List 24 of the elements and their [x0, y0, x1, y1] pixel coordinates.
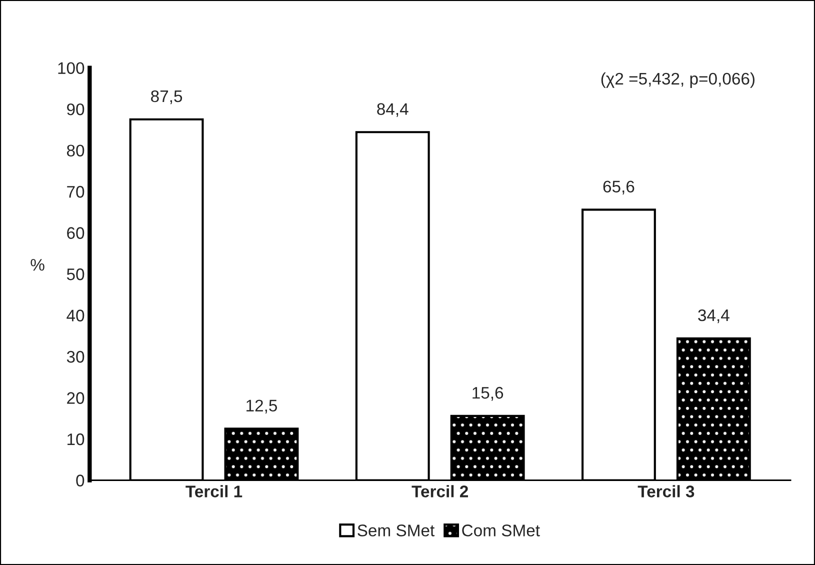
x-tick-label: Tercil 1 [186, 485, 242, 498]
data-label: 12,5 [246, 400, 278, 414]
y-tick-label: 0 [76, 474, 84, 486]
x-tick-label: Tercil 2 [412, 485, 468, 498]
y-tick-label: 100 [58, 62, 84, 74]
y-tick-label: 80 [66, 144, 84, 156]
y-tick-label: 60 [67, 227, 84, 239]
annotation: (χ2 =5,432, p=0,066) [601, 72, 754, 88]
y-tick-label: 90 [67, 103, 84, 116]
data-label: 15,6 [472, 386, 504, 401]
legend-label: Com SMet [462, 524, 540, 536]
data-label: 65,6 [603, 180, 634, 194]
y-tick-label: 70 [67, 186, 84, 198]
y-tick-label: 50 [66, 268, 84, 280]
data-label: 84,4 [377, 103, 408, 117]
x-tick-label: Tercil 3 [638, 485, 694, 498]
y-tick-label: 30 [66, 350, 84, 363]
data-label: 34,4 [698, 309, 730, 324]
y-axis-title: % [30, 259, 44, 271]
data-label: 87,5 [151, 90, 182, 104]
y-tick-label: 40 [66, 310, 84, 322]
y-tick-label: 10 [68, 433, 84, 446]
y-tick-label: 20 [67, 392, 84, 404]
legend-label: Sem SMet [358, 524, 435, 536]
